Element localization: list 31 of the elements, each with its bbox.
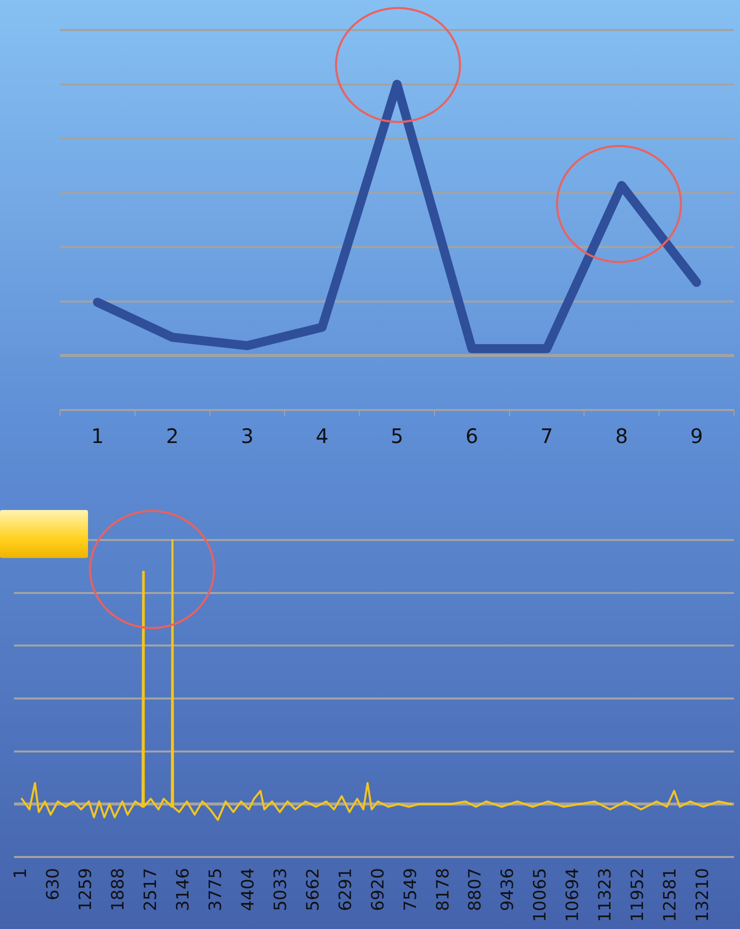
x-tick-label: 6 (466, 424, 478, 448)
x-tick-label: 10694 (563, 868, 584, 922)
x-tick-label: 8178 (433, 868, 454, 912)
x-tick-label: 9 (690, 424, 703, 448)
x-tick-label: 2 (166, 424, 179, 448)
x-tick-label: 1 (11, 868, 32, 879)
x-tick-label: 7 (540, 424, 554, 448)
x-tick-label: 4 (316, 424, 328, 448)
x-tick-label: 5033 (270, 868, 291, 912)
x-tick-label: 3146 (174, 868, 194, 912)
x-tick-label: 2517 (141, 868, 162, 912)
x-tick-label: 12581 (660, 868, 681, 922)
x-tick-label: 5 (390, 424, 404, 448)
x-tick-label: 8 (615, 424, 628, 448)
x-tick-label: 6291 (336, 868, 356, 912)
x-tick-label: 4404 (238, 868, 258, 912)
x-tick-label: 3775 (206, 868, 226, 912)
x-tick-label: 630 (44, 868, 64, 900)
x-tick-label: 11323 (596, 868, 616, 922)
x-tick-label: 3 (240, 424, 254, 448)
x-tick-label: 7549 (400, 868, 421, 912)
x-tick-label: 9436 (498, 868, 518, 912)
x-tick-label: 13210 (692, 868, 713, 922)
x-tick-label: 1 (91, 424, 104, 448)
x-tick-label: 5662 (303, 868, 324, 912)
x-tick-label: 6920 (368, 868, 388, 912)
x-tick-label: 8807 (466, 868, 486, 912)
x-tick-label: 11952 (628, 868, 648, 922)
x-tick-label: 1259 (76, 868, 96, 912)
x-tick-label: 1888 (108, 868, 129, 912)
x-tick-label: 10065 (530, 868, 551, 922)
